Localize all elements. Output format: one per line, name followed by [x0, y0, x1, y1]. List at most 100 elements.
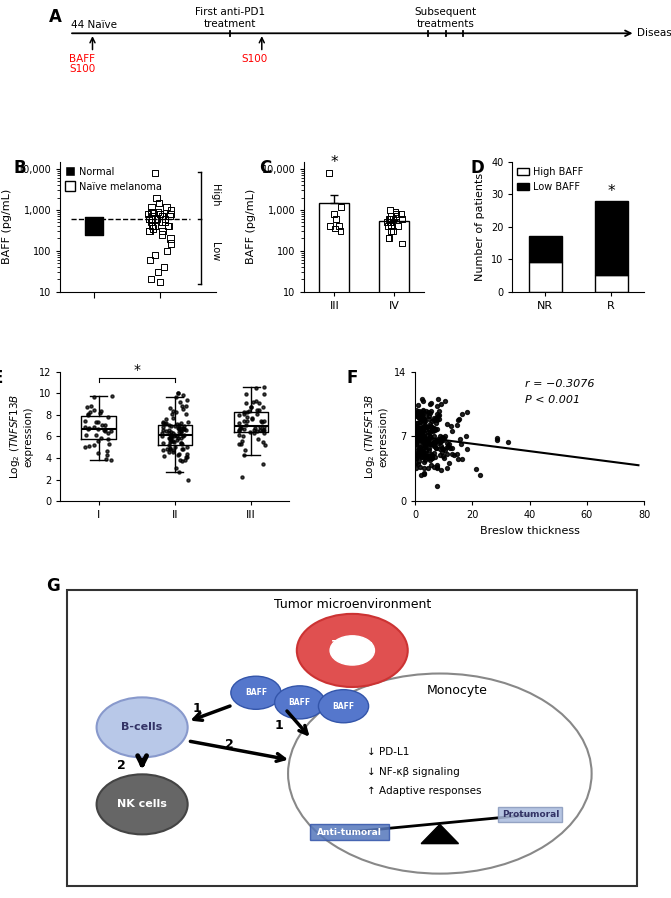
Bar — [529, 236, 562, 262]
Point — [425, 419, 435, 434]
Text: D: D — [470, 159, 484, 177]
Point — [160, 215, 170, 229]
Point — [239, 405, 250, 419]
Point — [437, 442, 448, 456]
Y-axis label: Number of patients: Number of patients — [476, 172, 485, 281]
Point — [413, 449, 423, 463]
Point — [386, 224, 397, 239]
Point — [157, 227, 168, 242]
Point — [419, 420, 430, 435]
Text: Anti-tumoral: Anti-tumoral — [317, 828, 382, 837]
Point — [244, 426, 255, 440]
Point — [425, 453, 435, 467]
Point — [247, 411, 258, 426]
Point — [420, 418, 431, 433]
Point — [412, 430, 423, 445]
Point — [427, 419, 437, 434]
Point — [163, 426, 174, 440]
Point — [100, 452, 111, 466]
Point — [164, 445, 174, 459]
Point — [414, 420, 425, 435]
Point — [329, 207, 340, 221]
Point — [173, 386, 184, 401]
Point — [446, 418, 456, 433]
Point — [423, 412, 434, 427]
Point — [236, 420, 246, 435]
Point — [388, 224, 399, 239]
Point — [411, 409, 422, 423]
Point — [416, 443, 427, 457]
Point — [417, 431, 428, 445]
Point — [415, 435, 426, 449]
Point — [107, 389, 117, 403]
Point — [445, 441, 456, 455]
Point — [162, 219, 173, 233]
Point — [156, 209, 167, 224]
Point — [173, 420, 184, 435]
Point — [383, 219, 394, 233]
Point — [175, 395, 186, 409]
Point — [335, 224, 346, 239]
Point — [442, 446, 452, 461]
Point — [167, 403, 178, 418]
Point — [153, 205, 164, 219]
Point — [158, 419, 168, 434]
Point — [414, 440, 425, 454]
Text: *: * — [331, 155, 338, 170]
Point — [177, 442, 188, 456]
Point — [174, 418, 185, 432]
Point — [144, 212, 154, 226]
Point — [447, 441, 458, 455]
Point — [411, 433, 421, 447]
Point — [385, 212, 396, 226]
Point — [171, 461, 182, 475]
Point — [425, 419, 436, 434]
Point — [174, 447, 185, 462]
Point — [383, 232, 394, 246]
Point — [104, 437, 115, 452]
Point — [248, 423, 259, 437]
Point — [414, 441, 425, 455]
Point — [252, 424, 262, 438]
Point — [179, 419, 190, 434]
Point — [417, 422, 428, 436]
Point — [442, 438, 453, 453]
Point — [418, 393, 429, 408]
Point — [421, 449, 431, 463]
Point — [258, 419, 269, 434]
Point — [158, 416, 169, 430]
Text: NK cells: NK cells — [117, 799, 167, 809]
Point — [93, 422, 103, 436]
Point — [329, 221, 340, 235]
Point — [155, 207, 166, 221]
Point — [144, 224, 155, 239]
Point — [88, 403, 99, 418]
Point — [420, 446, 431, 461]
Point — [412, 405, 423, 419]
Point — [161, 199, 172, 214]
Point — [239, 448, 250, 462]
Point — [168, 428, 179, 443]
Bar — [319, 203, 350, 898]
Point — [420, 414, 431, 428]
Point — [143, 207, 154, 221]
Point — [426, 396, 437, 410]
Point — [427, 434, 437, 448]
Point — [434, 408, 445, 422]
Point — [429, 439, 440, 453]
Point — [234, 409, 244, 423]
Point — [412, 416, 423, 430]
Point — [234, 422, 244, 436]
Point — [425, 457, 436, 471]
Point — [257, 423, 268, 437]
Point — [417, 392, 427, 407]
Point — [414, 409, 425, 424]
Point — [150, 212, 160, 226]
Point — [146, 215, 156, 229]
Point — [144, 212, 154, 226]
Point — [258, 400, 268, 414]
Point — [413, 445, 424, 460]
Point — [92, 445, 103, 460]
Point — [96, 404, 107, 418]
Point — [415, 405, 425, 419]
